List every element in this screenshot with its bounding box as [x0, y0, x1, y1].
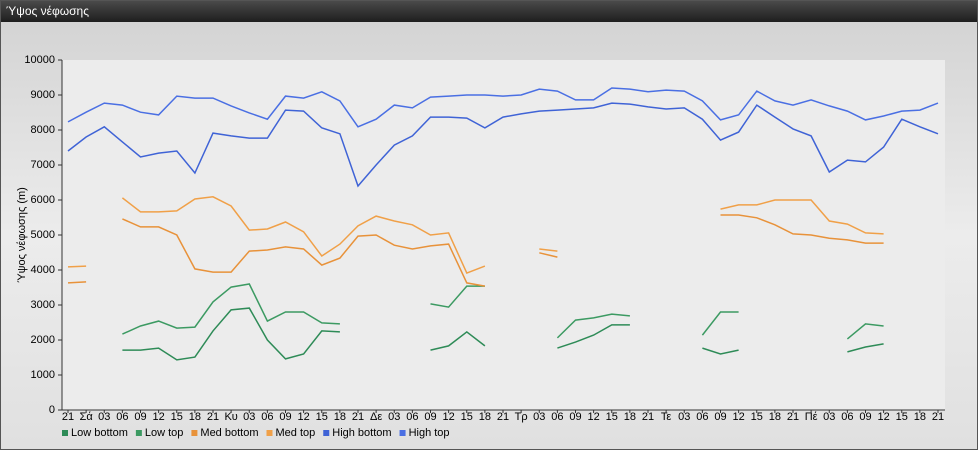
x-tick-label: 18: [189, 411, 201, 423]
x-tick-label: 12: [298, 411, 310, 423]
x-tick-label: Κυ: [224, 411, 237, 423]
x-tick-label: 18: [914, 411, 926, 423]
x-tick-label: 09: [424, 411, 436, 423]
legend-swatch: [62, 430, 68, 436]
x-tick-label: 03: [533, 411, 545, 423]
title-bar: [1, 1, 977, 22]
x-tick-label: 09: [134, 411, 146, 423]
x-tick-label: 21: [497, 411, 509, 423]
legend-swatch: [266, 430, 273, 436]
x-tick-label: 21: [932, 411, 944, 423]
series-line: [67, 196, 884, 275]
legend-swatch: [191, 430, 198, 436]
x-tick-label: Πέ: [805, 411, 818, 423]
x-tick-label: 15: [896, 411, 908, 423]
x-tick-label: 21: [352, 411, 364, 423]
x-tick-label: Τε: [661, 411, 672, 423]
x-tick-label: 09: [279, 411, 291, 423]
x-tick-label: Σά: [80, 411, 94, 423]
x-tick-label: 03: [823, 411, 835, 423]
x-tick-label: 06: [406, 411, 418, 423]
series-line: [122, 283, 884, 340]
x-tick-label: 21: [207, 411, 219, 423]
series-line: [67, 87, 939, 128]
legend-swatch: [135, 430, 142, 436]
x-tick-label: 21: [787, 411, 799, 423]
legend-label: High bottom: [332, 427, 391, 439]
x-tick-label: Τρ: [515, 411, 528, 423]
y-tick-label: 0: [49, 404, 55, 416]
x-tick-label: 18: [334, 411, 346, 423]
x-tick-label: 12: [588, 411, 600, 423]
x-tick-label: 03: [388, 411, 400, 423]
legend-label: Low top: [145, 427, 184, 439]
x-tick-label: 03: [678, 411, 690, 423]
x-tick-label: 18: [769, 411, 781, 423]
x-tick-label: 15: [461, 411, 473, 423]
y-tick-label: 5000: [31, 229, 55, 241]
x-tick-label: 12: [733, 411, 745, 423]
legend-label: High top: [409, 427, 450, 439]
series-line: [67, 102, 939, 188]
x-tick-label: 06: [116, 411, 128, 423]
x-tick-label: 15: [751, 411, 763, 423]
x-tick-label: 06: [841, 411, 853, 423]
y-tick-label: 7000: [31, 159, 55, 171]
y-tick-label: 10000: [24, 54, 55, 66]
legend-label: Med top: [276, 427, 316, 439]
x-tick-label: 06: [551, 411, 563, 423]
x-tick-label: 12: [443, 411, 455, 423]
x-tick-label: 15: [606, 411, 618, 423]
x-tick-label: 18: [479, 411, 491, 423]
plot-area: [62, 60, 945, 410]
x-tick-label: 15: [316, 411, 328, 423]
x-tick-label: 15: [171, 411, 183, 423]
x-tick-label: 03: [243, 411, 255, 423]
x-tick-label: 21: [642, 411, 654, 423]
legend-swatch: [399, 430, 406, 436]
y-tick-label: 3000: [31, 299, 55, 311]
legend-label: Low bottom: [71, 427, 128, 439]
x-tick-label: 03: [98, 411, 110, 423]
series-line: [67, 214, 884, 287]
x-tick-label: 21: [62, 411, 74, 423]
y-tick-label: 4000: [31, 264, 55, 276]
legend-label: Med bottom: [200, 427, 258, 439]
x-tick-label: 06: [261, 411, 273, 423]
x-tick-label: 12: [878, 411, 890, 423]
y-tick-label: 9000: [31, 89, 55, 101]
y-tick-label: 8000: [31, 124, 55, 136]
x-tick-label: 18: [624, 411, 636, 423]
legend-swatch: [323, 430, 330, 436]
x-tick-label: Δε: [370, 411, 382, 423]
x-tick-label: 09: [714, 411, 726, 423]
x-tick-label: 09: [859, 411, 871, 423]
x-tick-label: 06: [696, 411, 708, 423]
y-tick-label: 6000: [31, 194, 55, 206]
y-tick-label: 2000: [31, 334, 55, 346]
series-line: [122, 307, 884, 361]
y-tick-label: 1000: [31, 369, 55, 381]
x-tick-label: 12: [153, 411, 165, 423]
x-tick-label: 09: [569, 411, 581, 423]
y-axis-label: Ύψος νέφωσης (m): [16, 187, 28, 283]
window-title: Ύψος νέφωσης: [6, 4, 89, 18]
